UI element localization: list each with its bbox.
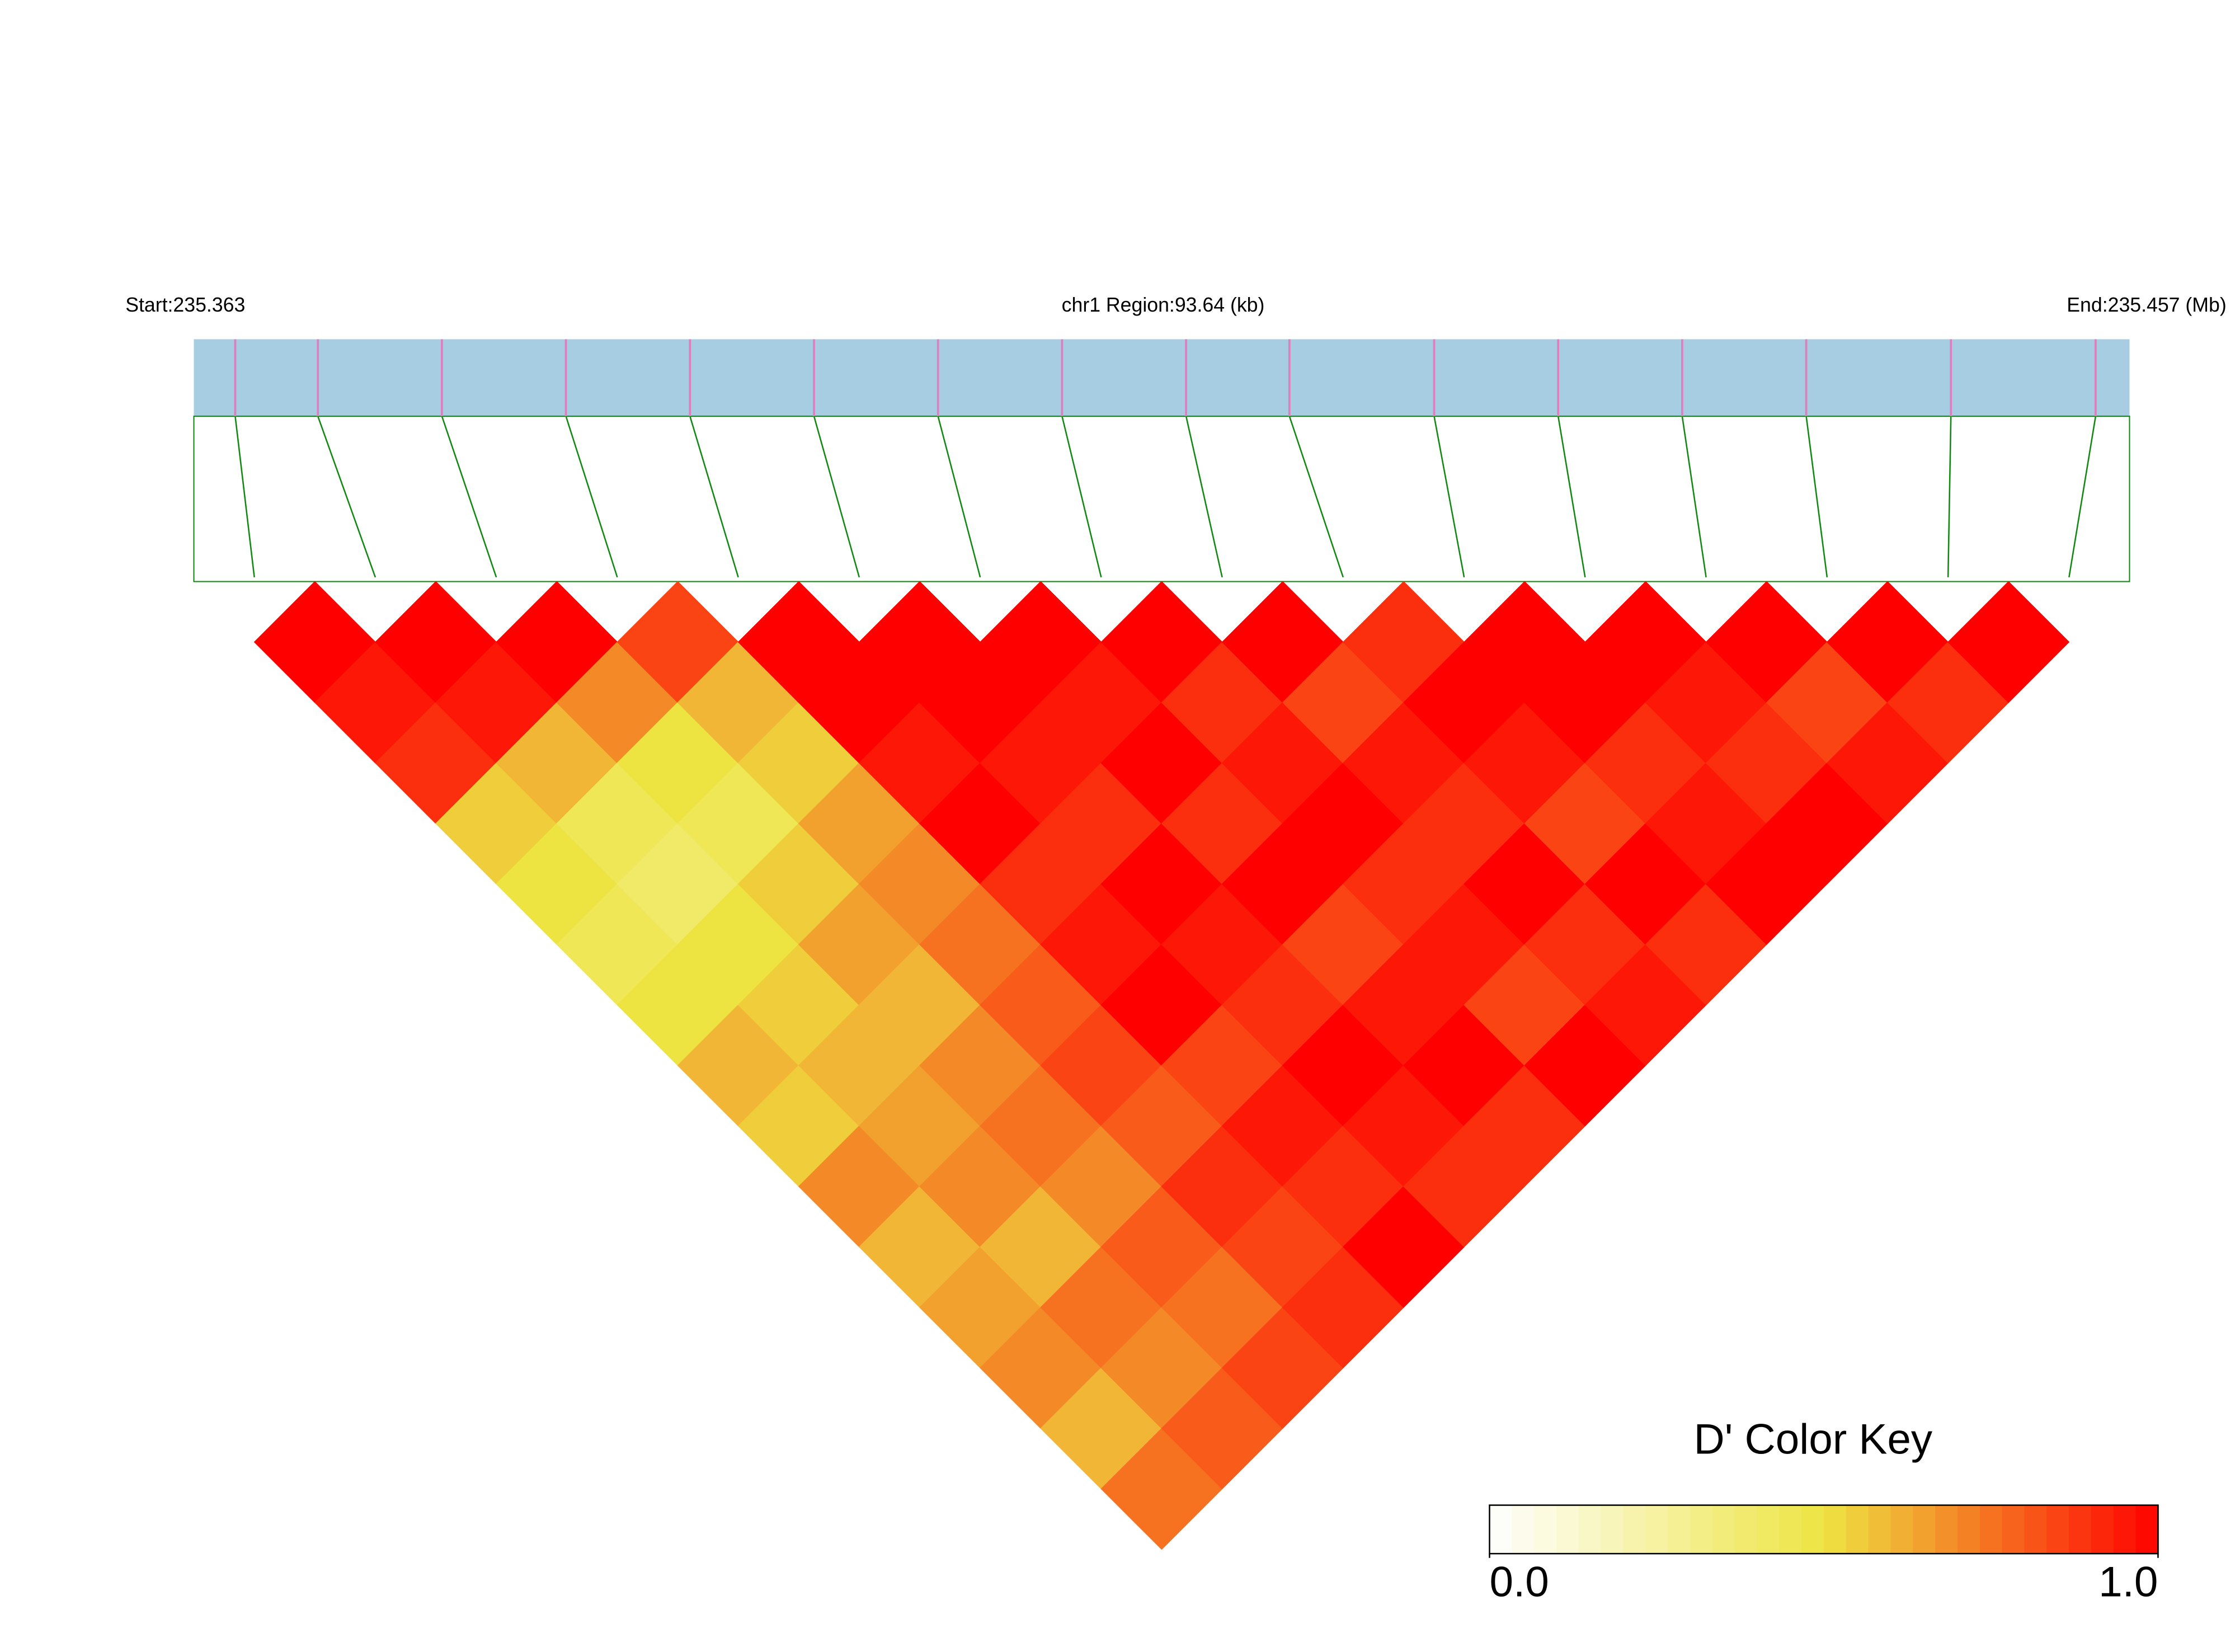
color-key-step: [1846, 1505, 1869, 1554]
color-key-step: [1712, 1505, 1735, 1554]
link-frame: [193, 415, 2130, 582]
color-key-step: [2046, 1505, 2070, 1554]
snp-link: [813, 416, 860, 578]
color-key-step: [1534, 1505, 1558, 1554]
end-label: End:235.457 (Mb): [2067, 294, 2226, 316]
color-key-step: [2024, 1505, 2048, 1554]
color-key-step: [1556, 1505, 1580, 1554]
snp-link: [937, 416, 981, 578]
snp-link: [1681, 416, 1707, 578]
snp-link: [1288, 416, 1344, 578]
color-key-label: 0.0: [1489, 1558, 1549, 1606]
snp-link: [317, 416, 377, 578]
snp-link: [1433, 416, 1465, 578]
snp-link: [565, 416, 618, 578]
color-key-step: [1823, 1505, 1847, 1554]
color-key-step: [1512, 1505, 1535, 1554]
color-key-step: [1779, 1505, 1803, 1554]
color-key-step: [1623, 1505, 1646, 1554]
snp-track: [194, 339, 2130, 416]
color-key-step: [1913, 1505, 1936, 1554]
snp-link: [1557, 416, 1586, 578]
color-key-step: [1601, 1505, 1624, 1554]
color-key-step: [1957, 1505, 1981, 1554]
color-key-step: [1890, 1505, 1914, 1554]
snp-link: [234, 416, 255, 578]
color-key-step: [1979, 1505, 2003, 1554]
start-label: Start:235.363: [125, 294, 245, 316]
colorbar-title: D' Color Key: [1694, 1416, 1933, 1463]
snp-link: [689, 416, 739, 578]
region-label: chr1 Region:93.64 (kb): [1062, 294, 1265, 316]
color-key-frame: [1489, 1504, 2159, 1555]
color-key-step: [1645, 1505, 1669, 1554]
color-key-step: [2135, 1505, 2159, 1554]
color-key-step: [1868, 1505, 1891, 1554]
color-key-step: [2069, 1505, 2092, 1554]
ld-cell: [1947, 581, 2070, 703]
snp-link: [1805, 416, 1828, 578]
snp-link: [441, 416, 497, 578]
color-key-step: [1668, 1505, 1691, 1554]
snp-link: [1947, 416, 1952, 577]
color-key-step: [1935, 1505, 1959, 1554]
color-key-step: [2002, 1505, 2025, 1554]
color-key-step: [2113, 1505, 2137, 1554]
color-key-step: [1489, 1505, 1513, 1554]
color-key-step: [1801, 1505, 1825, 1554]
snp-link: [2068, 416, 2097, 578]
snp-link: [1185, 416, 1223, 578]
color-key-step: [1757, 1505, 1780, 1554]
color-key-step: [2091, 1505, 2115, 1554]
color-key-step: [1734, 1505, 1758, 1554]
color-key-step: [1690, 1505, 1714, 1554]
color-key-label: 1.0: [2098, 1558, 2158, 1606]
color-key-step: [1578, 1505, 1602, 1554]
snp-link: [1061, 416, 1102, 578]
